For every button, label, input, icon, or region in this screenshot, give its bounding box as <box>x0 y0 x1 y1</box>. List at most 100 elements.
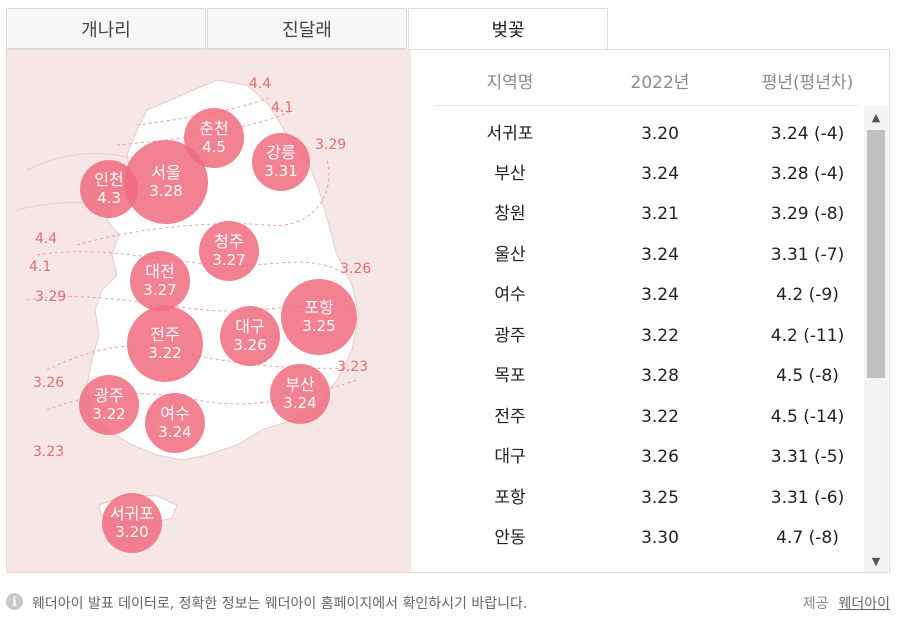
cell-2022: 3.28 <box>641 366 679 386</box>
cell-region: 울산 <box>494 245 526 265</box>
cell-2022: 3.30 <box>641 528 679 548</box>
provider: 제공 웨더아이 <box>803 593 890 613</box>
cell-normal: 3.24 (-4) <box>770 124 845 144</box>
bubble-value: 3.27 <box>143 280 177 299</box>
bubble-name: 강릉 <box>266 143 296 163</box>
header-region: 지역명 <box>486 73 534 93</box>
cell-region: 여수 <box>494 285 526 305</box>
table-row: 포항 3.25 3.31 (-6) <box>435 478 859 518</box>
bubble-name: 서울 <box>151 163 181 183</box>
bubble-name: 춘천 <box>199 119 229 139</box>
table-row: 부산 3.24 3.28 (-4) <box>435 154 859 194</box>
provider-link[interactable]: 웨더아이 <box>838 596 890 612</box>
cell-2022: 3.24 <box>641 285 679 305</box>
cell-region: 대구 <box>494 447 526 467</box>
bubble-value: 3.27 <box>212 250 246 269</box>
table-scrollbar[interactable]: ▲ ▼ <box>864 106 888 572</box>
bubble-value: 4.5 <box>202 137 226 156</box>
table-body[interactable]: 서귀포 3.20 3.24 (-4) 부산 3.24 3.28 (-4) 창원 … <box>435 114 859 572</box>
info-icon: i <box>6 593 23 610</box>
bubble-value: 3.28 <box>149 181 183 200</box>
map-bubble: 서귀포 3.20 <box>102 493 162 553</box>
bubble-name: 인천 <box>94 170 124 190</box>
cell-2022: 3.24 <box>641 245 679 265</box>
bubble-value: 3.24 <box>283 393 317 412</box>
bubble-value: 3.24 <box>158 422 192 441</box>
bubble-name: 전주 <box>150 325 180 345</box>
bubble-name: 광주 <box>94 386 124 406</box>
bubble-name: 부산 <box>285 375 315 395</box>
map-bubble: 인천 4.3 <box>80 160 138 218</box>
isoline-label: 3.26 <box>340 261 372 277</box>
cell-normal: 4.2 (-11) <box>770 326 845 346</box>
cell-2022: 3.21 <box>641 204 679 224</box>
cell-normal: 4.7 (-8) <box>776 528 839 548</box>
tab-azalea[interactable]: 진달래 <box>207 8 407 49</box>
cell-region: 포항 <box>494 488 526 508</box>
table-row: 서귀포 3.20 3.24 (-4) <box>435 114 859 154</box>
isoline-label: 4.1 <box>271 100 294 116</box>
cell-normal: 4.5 (-14) <box>770 407 845 427</box>
table-row: 여수 3.24 4.2 (-9) <box>435 275 859 315</box>
cell-normal: 4.5 (-8) <box>776 366 839 386</box>
footer-notice: 웨더아이 발표 데이터로, 정확한 정보는 웨더아이 홈페이지에서 확인하시기 … <box>32 596 528 612</box>
cell-region: 전주 <box>494 407 526 427</box>
map-bubble: 여수 3.24 <box>145 393 205 453</box>
flower-tabs: 개나리 진달래 벚꽃 <box>6 8 612 50</box>
bubble-value: 3.20 <box>115 522 149 541</box>
table-row: 목포 3.28 4.5 (-8) <box>435 356 859 396</box>
cell-region: 서귀포 <box>486 124 534 144</box>
map-bubble: 청주 3.27 <box>199 221 259 281</box>
header-year: 2022년 <box>630 73 690 93</box>
cell-2022: 3.24 <box>641 164 679 184</box>
map-bubble: 대구 3.26 <box>220 306 280 366</box>
provider-label: 제공 <box>802 596 829 612</box>
table-row: 광주 3.22 4.2 (-11) <box>435 316 859 356</box>
table-row: 창원 3.21 3.29 (-8) <box>435 194 859 234</box>
footer: i 웨더아이 발표 데이터로, 정확한 정보는 웨더아이 홈페이지에서 확인하시… <box>6 588 890 618</box>
table-row: 전주 3.22 4.5 (-14) <box>435 397 859 437</box>
tab-forsythia[interactable]: 개나리 <box>6 8 206 49</box>
bubble-value: 4.3 <box>97 188 121 207</box>
isoline-label: 3.29 <box>35 289 67 305</box>
map-bubble: 부산 3.24 <box>270 364 330 424</box>
table-row: 울산 3.24 3.31 (-7) <box>435 235 859 275</box>
map-bubble: 강릉 3.31 <box>252 133 310 191</box>
table-header: 지역명 2022년 평년(평년차) <box>435 50 859 106</box>
cell-normal: 4.2 (-9) <box>776 285 839 305</box>
map-bubble: 전주 3.22 <box>127 306 203 382</box>
map-bubble: 서울 3.28 <box>124 140 208 224</box>
cell-2022: 3.22 <box>641 326 679 346</box>
map-bubble: 광주 3.22 <box>79 375 139 435</box>
map-bubble: 대전 3.27 <box>130 251 190 311</box>
bubble-value: 3.26 <box>233 335 267 354</box>
isoline-label: 3.23 <box>33 444 65 460</box>
panel-top-border <box>6 49 889 50</box>
cell-2022: 3.22 <box>641 407 679 427</box>
scroll-up-arrow-icon[interactable]: ▲ <box>871 110 881 124</box>
cell-normal: 3.31 (-7) <box>770 245 845 265</box>
bloom-map: 4.4 4.1 3.29 4.4 4.1 3.29 3.26 3.23 3.26… <box>6 50 411 573</box>
bubble-name: 대전 <box>145 262 175 282</box>
cell-2022: 3.26 <box>641 447 679 467</box>
scrollbar-thumb[interactable] <box>867 130 885 378</box>
cell-region: 부산 <box>494 164 526 184</box>
bloom-table: 지역명 2022년 평년(평년차) 서귀포 3.20 3.24 (-4) 부산 … <box>411 50 890 573</box>
cell-2022: 3.20 <box>641 124 679 144</box>
isoline-label: 4.4 <box>249 76 272 92</box>
cell-region: 안동 <box>494 528 526 548</box>
isoline-label: 3.29 <box>315 137 347 153</box>
header-normal: 평년(평년차) <box>761 73 854 93</box>
tab-cherry-blossom[interactable]: 벚꽃 <box>408 8 608 50</box>
bubble-name: 포항 <box>304 298 334 318</box>
cell-region: 광주 <box>494 326 526 346</box>
bubble-value: 3.31 <box>264 161 298 180</box>
scroll-down-arrow-icon[interactable]: ▼ <box>871 554 881 568</box>
cell-normal: 3.28 (-4) <box>770 164 845 184</box>
isoline-label: 3.26 <box>33 375 65 391</box>
bubble-name: 서귀포 <box>109 504 155 524</box>
cell-normal: 3.31 (-5) <box>770 447 845 467</box>
isoline-label: 4.1 <box>29 259 52 275</box>
bubble-value: 3.22 <box>148 343 182 362</box>
bubble-name: 청주 <box>214 232 244 252</box>
